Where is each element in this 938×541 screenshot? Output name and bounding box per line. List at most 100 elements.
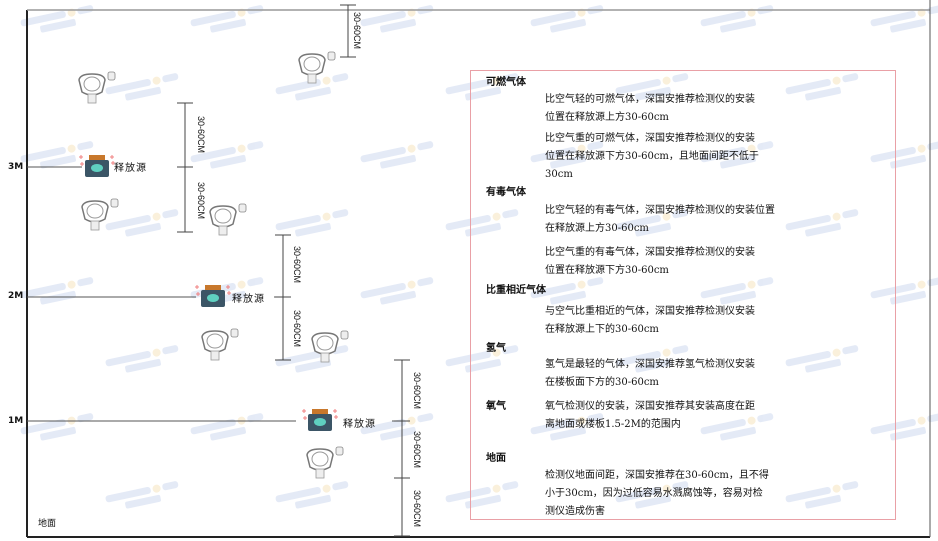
watermark-wordmark — [105, 78, 151, 95]
watermark-wordmark — [105, 350, 151, 367]
watermark-chinese-mark — [465, 358, 501, 373]
text-line: 比空气轻的有毒气体，深国安推荐检测仪的安装位置 — [545, 205, 775, 216]
similar-text: 与空气比重相近的气体，深国安推荐检测仪安装 在释放源上下的30-60cm — [545, 303, 890, 339]
watermark-logo — [615, 73, 689, 101]
watermark-chinese-mark — [295, 494, 331, 509]
watermark-dot — [747, 144, 756, 153]
watermark-wordmark — [77, 141, 94, 151]
detector-sensor — [320, 352, 330, 363]
watermark-wordmark — [700, 10, 746, 27]
watermark-wordmark — [20, 282, 66, 299]
watermark-wordmark — [927, 141, 938, 151]
similar-title: 比重相近气体 — [486, 285, 546, 296]
watermark-wordmark — [332, 209, 349, 219]
watermark-dot — [917, 280, 926, 289]
watermark-chinese-mark — [635, 86, 671, 101]
gas-source-icon — [79, 155, 115, 177]
watermark-chinese-mark — [890, 18, 926, 33]
watermark-logo — [615, 481, 689, 509]
watermark-wordmark — [77, 277, 94, 287]
text-line: 与空气比重相近的气体，深国安推荐检测仪安装 — [545, 306, 755, 317]
watermark-chinese-mark — [125, 222, 161, 237]
watermark-dot — [237, 280, 246, 289]
source-face — [91, 164, 103, 172]
ground-text: 检测仪地面间距，深国安推荐在30-60cm，且不得 小于30cm，因为过低容易水… — [545, 467, 890, 521]
watermark-wordmark — [247, 277, 264, 287]
watermark-dot — [832, 484, 841, 493]
detector-sensor — [307, 73, 317, 84]
watermark-wordmark — [842, 73, 859, 83]
watermark-dot — [832, 76, 841, 85]
watermark-chinese-mark — [40, 290, 76, 305]
watermark-wordmark — [785, 486, 831, 503]
hydrogen-title: 氢气 — [486, 343, 506, 354]
watermark-chinese-mark — [40, 18, 76, 33]
dimension-label: 30-60CM — [292, 246, 302, 284]
watermark-wordmark — [700, 418, 746, 435]
detector-gland — [238, 203, 247, 213]
watermark-chinese-mark — [550, 290, 586, 305]
watermark-dot — [747, 416, 756, 425]
dimension-label: 30-60CM — [412, 431, 422, 469]
detector-window — [214, 208, 232, 224]
ground-title: 地面 — [486, 453, 506, 464]
watermark-wordmark — [615, 214, 661, 231]
gas-detector-icon — [81, 198, 119, 231]
watermark-wordmark — [870, 418, 916, 435]
installation-notes-panel: 可燃气体 比空气轻的可燃气体，深国安推荐检测仪的安装 位置在释放源上方30-60… — [470, 70, 896, 520]
watermark-wordmark — [672, 345, 689, 355]
watermark-logo — [785, 481, 859, 509]
watermark-logo — [20, 413, 94, 441]
watermark-chinese-mark — [210, 18, 246, 33]
watermark-wordmark — [20, 418, 66, 435]
watermark-chinese-mark — [890, 426, 926, 441]
source-cap — [205, 285, 221, 290]
watermark-logo — [105, 345, 179, 373]
watermark-wordmark — [275, 486, 321, 503]
watermark-wordmark — [247, 141, 264, 151]
watermark-chinese-mark — [805, 358, 841, 373]
source-face — [207, 294, 219, 302]
detector-window — [303, 56, 321, 72]
watermark-wordmark — [785, 350, 831, 367]
watermark-wordmark — [20, 146, 66, 163]
watermark-logo — [105, 481, 179, 509]
watermark-dot — [67, 144, 76, 153]
detector-gland — [107, 71, 116, 81]
dimension-label: 30-60CM — [196, 116, 206, 154]
text-line: 比空气重的有毒气体，深国安推荐检测仪的安装 — [545, 247, 755, 258]
watermark-wordmark — [332, 73, 349, 83]
watermark-logo — [445, 73, 519, 101]
watermark-logo — [275, 209, 349, 237]
watermark-dot — [492, 76, 501, 85]
source-label: 释放源 — [232, 294, 265, 305]
watermark-wordmark — [105, 486, 151, 503]
watermark-chinese-mark — [890, 154, 926, 169]
text-line: 氧气检测仪的安装，深国安推荐其安装高度在距 — [545, 401, 755, 412]
watermark-chinese-mark — [550, 426, 586, 441]
detector-gland — [335, 446, 344, 456]
text-line: 检测仪地面间距，深国安推荐在30-60cm，且不得 — [545, 470, 769, 481]
watermark-chinese-mark — [805, 494, 841, 509]
watermark-chinese-mark — [380, 290, 416, 305]
watermark-logo — [360, 277, 434, 305]
level-1m: 1M — [8, 416, 24, 426]
watermark-wordmark — [870, 10, 916, 27]
dimension-label: 30-60CM — [352, 12, 362, 50]
watermark-chinese-mark — [380, 18, 416, 33]
watermark-wordmark — [77, 413, 94, 423]
watermark-wordmark — [700, 146, 746, 163]
text-line: 离地面或楼板1.5-2M的范围内 — [545, 419, 681, 430]
ground-label: 地面 — [38, 519, 57, 529]
watermark-logo — [190, 141, 264, 169]
watermark-logo — [785, 209, 859, 237]
detector-window — [316, 335, 334, 351]
watermark-wordmark — [20, 10, 66, 27]
watermark-logo — [530, 413, 604, 441]
watermark-wordmark — [162, 345, 179, 355]
watermark-wordmark — [360, 418, 406, 435]
watermark-chinese-mark — [890, 290, 926, 305]
watermark-wordmark — [162, 209, 179, 219]
watermark-dot — [577, 416, 586, 425]
